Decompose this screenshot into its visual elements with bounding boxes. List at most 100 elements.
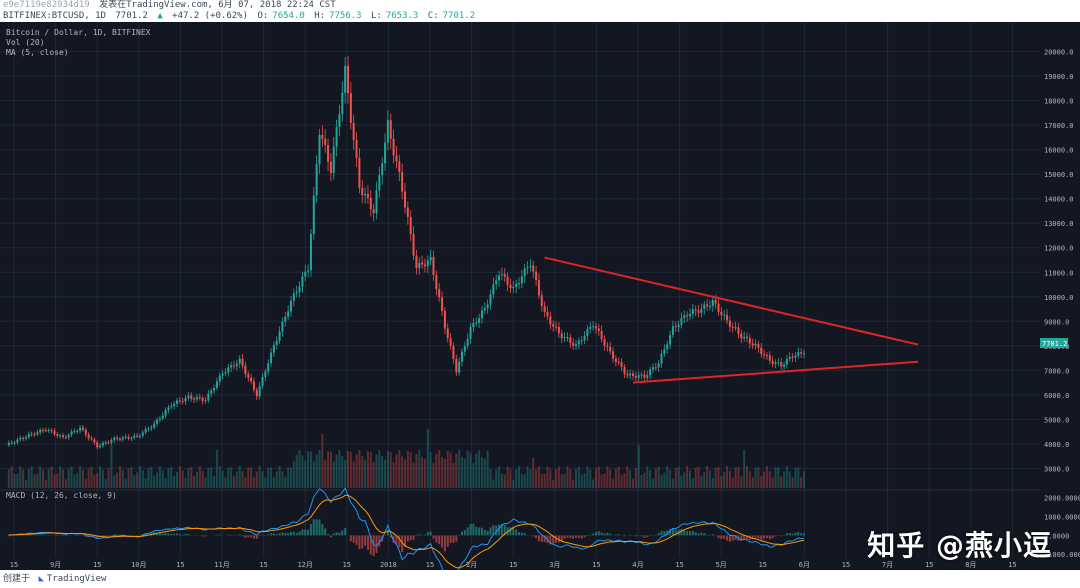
time-tick-label: 11月 (214, 561, 229, 569)
macd-histogram-bar (694, 532, 697, 536)
price-tick-label: 9000.0 (1044, 318, 1069, 326)
volume-bar (694, 467, 697, 488)
candle-body (626, 373, 629, 376)
trendlines[interactable] (544, 256, 919, 384)
macd-histogram-bar (469, 523, 472, 536)
macd-histogram-bar (301, 529, 304, 536)
candle-body (27, 434, 30, 438)
macd-histogram-bar (580, 535, 583, 539)
macd-histogram-bar (463, 530, 466, 536)
macd-histogram-bar (324, 528, 327, 536)
price-tick-label: 17000.0 (1044, 122, 1074, 130)
volume-bar (176, 472, 178, 488)
chart-header: e9e7119e82934d19 发表在TradingView.com, 6月 … (0, 0, 1080, 22)
macd-histogram-bar (649, 535, 652, 536)
candle-body (500, 274, 503, 276)
candle-body (646, 375, 649, 378)
macd-histogram-bar (113, 534, 116, 536)
candle-body (503, 274, 506, 277)
volume-bar (423, 459, 426, 488)
price-tick-label: 13000.0 (1044, 220, 1074, 228)
candle-body (495, 280, 498, 285)
candle-body (486, 304, 489, 309)
candle-body (324, 138, 327, 146)
candle-body (694, 309, 697, 311)
candle-body (10, 442, 13, 444)
candle-body (529, 265, 532, 268)
time-tick-label: 5月 (716, 561, 727, 569)
macd-histogram-bar (803, 533, 805, 536)
volume-bar (683, 472, 686, 488)
symbol-info[interactable]: BITFINEX:BTCUSD, 1D (3, 11, 106, 21)
candle-body (318, 134, 321, 165)
candle-body (797, 352, 800, 356)
macd-histogram-bar (27, 534, 30, 536)
volume-bar (592, 479, 595, 488)
candle-body (506, 276, 509, 285)
candle-body (335, 127, 338, 147)
volume-bar (461, 457, 463, 488)
volume-bar (597, 466, 600, 488)
volume-bar (623, 473, 626, 488)
volume-bar (785, 466, 788, 488)
candle-body (535, 271, 538, 281)
candle-body (79, 427, 82, 431)
price-tick-label: 7000.0 (1044, 367, 1069, 375)
macd-histogram-bar (312, 519, 315, 536)
tradingview-brand[interactable]: TradingView (46, 574, 107, 584)
time-axis[interactable]: 15 9月 15 10月 15 11月 15 12月 15 2018 15 2月 15 3月 15 4月 15 5… (10, 561, 1017, 569)
macd-histogram-bar (503, 524, 506, 536)
volume-bar (426, 428, 429, 488)
volume-bar (466, 450, 469, 488)
candle-body (247, 374, 250, 378)
volume-bar (50, 466, 53, 488)
volume-bar (594, 468, 597, 488)
volume-bar (760, 476, 763, 488)
candle-body (329, 161, 332, 174)
candle-body (748, 337, 751, 344)
candle-body (264, 371, 267, 378)
volume-bar (110, 444, 113, 488)
macd-histogram-bar (386, 529, 389, 536)
candle-body (341, 92, 344, 115)
macd-histogram-bar (654, 534, 657, 536)
volume-bar (757, 467, 760, 488)
candle-body (141, 432, 144, 436)
volume-bar (737, 467, 740, 488)
macd-histogram-bar (435, 535, 438, 543)
volume-bar (141, 470, 144, 488)
volume-bar (204, 477, 207, 488)
time-tick-label: 15 (842, 561, 850, 569)
macd-histogram-bar (278, 533, 281, 536)
macd-histogram-bar (797, 532, 800, 536)
price-chart[interactable]: 3000.04000.05000.06000.07000.08000.09000… (0, 22, 1080, 570)
volume-bar (395, 454, 398, 488)
macd-signal-line (8, 494, 805, 569)
candle-body (743, 336, 746, 339)
volume-bar (526, 466, 529, 488)
macd-histogram-bar (751, 535, 754, 540)
candle-body (446, 328, 449, 339)
macd-histogram-bar (794, 532, 797, 536)
candle-body (124, 436, 127, 438)
volume-bar (518, 466, 520, 488)
candle-body (737, 327, 740, 334)
candle-body (252, 381, 255, 390)
time-tick-label: 9月 (50, 561, 61, 569)
candle-body (458, 361, 461, 373)
grid-lines (0, 22, 1040, 558)
candle-body (760, 347, 763, 354)
price-axis[interactable]: 3000.04000.05000.06000.07000.08000.09000… (1044, 49, 1080, 560)
macd-histogram-bar (173, 533, 176, 536)
macd-histogram-bar (535, 535, 538, 539)
volume-bar (344, 460, 347, 488)
candle-body (575, 344, 577, 346)
macd-histogram-bar (42, 534, 45, 536)
candle-body (7, 442, 10, 446)
volume-bar (127, 468, 130, 488)
time-tick-label: 2月 (466, 561, 477, 569)
candle-body (235, 363, 238, 367)
user-id[interactable]: e9e7119e82934d19 (3, 0, 90, 10)
volume-bar (412, 462, 415, 488)
volume-bar (230, 467, 233, 488)
